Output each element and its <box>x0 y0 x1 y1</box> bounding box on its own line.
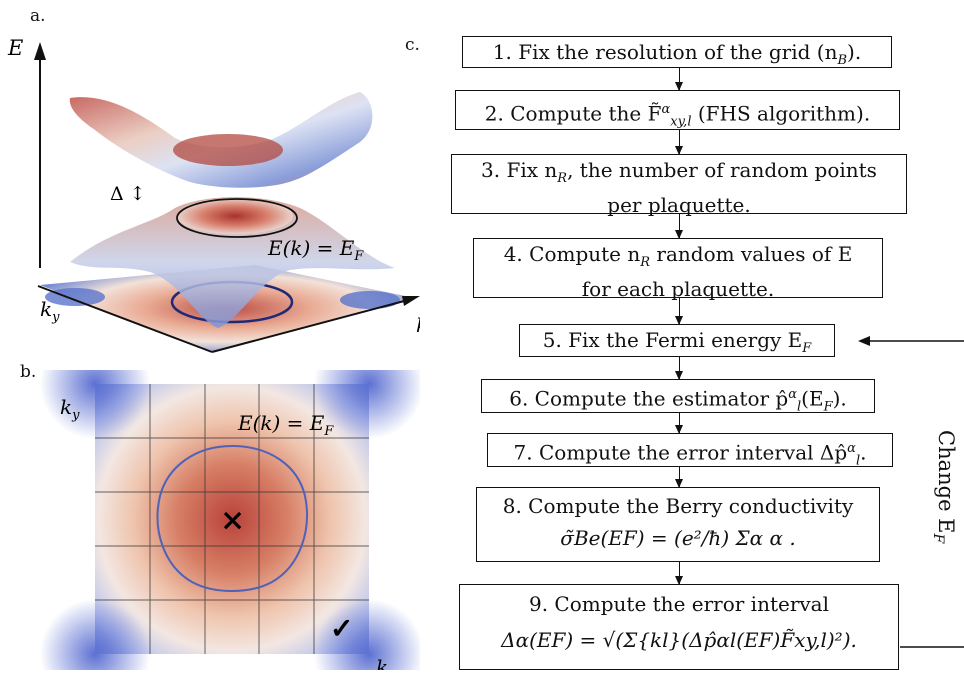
step-2-sub: xy,l <box>670 115 691 130</box>
panel-b-figure: E(k) = EF × ✓ ky kx <box>0 370 420 670</box>
step-1-sub: B <box>837 53 847 68</box>
step-4-line2: for each plaquette. <box>480 276 876 302</box>
upper-band-dip <box>173 134 283 166</box>
step-3-text: 3. Fix n <box>481 158 557 182</box>
floor-blue-left <box>45 288 105 306</box>
surface-label: E(k) = EF <box>267 236 364 264</box>
step-1-box: 1. Fix the resolution of the grid (nB). <box>462 36 892 68</box>
step-8-box: 8. Compute the Berry conductivity σ̃Be(E… <box>476 487 880 562</box>
kx-axis-label: kx <box>416 313 420 341</box>
step-4-tail: random values of E <box>650 242 852 266</box>
loop-arrowhead <box>858 336 870 346</box>
arrow-8-9 <box>679 562 680 584</box>
e-axis-arrowhead <box>34 42 46 60</box>
step-9-line1: 9. Compute the error interval <box>466 591 892 617</box>
step-6-sub2: F <box>824 400 833 415</box>
step-5-box: 5. Fix the Fermi energy EF <box>519 324 835 357</box>
step-6-box: 6. Compute the estimator p̂αl(EF). <box>481 379 875 413</box>
cross-mark: × <box>220 503 245 538</box>
arrow-4-5 <box>679 298 680 324</box>
kx-axis-arrowhead <box>402 296 420 306</box>
panel-a-figure: E ky kx Δ ↕ E(k) = EF <box>0 0 420 360</box>
step-6-text: 6. Compute the estimator p̂ <box>509 387 788 411</box>
step-9-box: 9. Compute the error interval Δ𝔆̃α(EF) =… <box>459 584 899 670</box>
panel-c-label: c. <box>405 35 420 55</box>
step-2-sup: α <box>661 102 670 117</box>
step-8-line1: 8. Compute the Berry conductivity <box>483 493 873 519</box>
step-6-tail: (E <box>801 387 823 411</box>
contour-label: E(k) = EF <box>237 411 334 439</box>
change-ef-label: Change EF <box>930 430 958 543</box>
arrow-7-8 <box>679 467 680 487</box>
check-mark: ✓ <box>330 612 353 645</box>
step-7-text: 7. Compute the error interval Δp̂ <box>514 441 848 465</box>
arrow-3-4 <box>679 214 680 238</box>
arrow-5-6 <box>679 357 680 379</box>
step-2-text: 2. Compute the F̃ <box>485 102 662 126</box>
step-5-text: 5. Fix the Fermi energy E <box>543 328 803 352</box>
floor-blue-right <box>340 291 400 309</box>
step-3-tail: , the number of random points <box>567 158 877 182</box>
step-4-text: 4. Compute n <box>504 242 641 266</box>
step-1-text: 1. Fix the resolution of the grid (n <box>493 40 838 64</box>
arrow-1-2 <box>679 68 680 90</box>
step-4-sub: R <box>640 255 650 270</box>
gap-label: Δ ↕ <box>110 183 146 205</box>
arrow-2-3 <box>679 130 680 154</box>
step-3-sub: R <box>557 171 567 186</box>
step-1-tail: ). <box>847 40 861 64</box>
step-2-box: 2. Compute the F̃αxy,l (FHS algorithm). <box>455 90 900 130</box>
step-2-tail: (FHS algorithm). <box>691 102 870 126</box>
step-4-box: 4. Compute nR random values of E for eac… <box>473 238 883 298</box>
step-8-line2: σ̃Be(EF) = (e²/ħ) Σα 𝔆̃α . <box>483 525 873 551</box>
step-6-sup: α <box>788 387 797 402</box>
step-5-sub: F <box>802 341 811 356</box>
step-3-box: 3. Fix nR, the number of random points p… <box>451 154 907 214</box>
step-9-line2: Δ𝔆̃α(EF) = √(Σ{kl}(Δp̂αl(EF)F̃xy,l)²). <box>466 627 892 653</box>
e-axis-label: E <box>7 36 23 60</box>
step-7-box: 7. Compute the error interval Δp̂αl. <box>487 433 893 467</box>
arrow-6-7 <box>679 413 680 433</box>
